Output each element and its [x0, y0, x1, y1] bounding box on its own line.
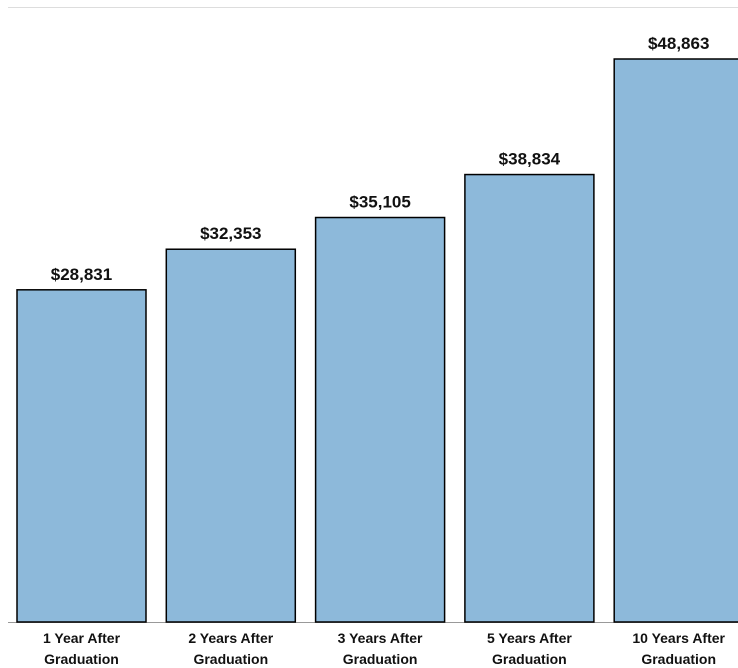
value-label: $38,834	[499, 150, 561, 169]
x-tick-label: 3 Years After Graduation	[337, 630, 423, 667]
x-tick-label: 5 Years After Graduation	[486, 630, 572, 667]
bar	[165, 248, 297, 623]
x-tick-label: 2 Years After Graduation	[188, 630, 274, 667]
bar	[16, 289, 147, 623]
value-label: $35,105	[349, 193, 410, 212]
value-label: $48,863	[648, 34, 709, 53]
bar	[314, 216, 446, 623]
value-label: $32,353	[200, 224, 261, 243]
x-tick-label: 1 Year After Graduation	[42, 630, 121, 667]
bar	[464, 173, 595, 623]
value-label: $28,831	[51, 265, 112, 284]
bar	[613, 58, 738, 623]
x-tick-label: 10 Years After Graduation	[632, 630, 725, 667]
